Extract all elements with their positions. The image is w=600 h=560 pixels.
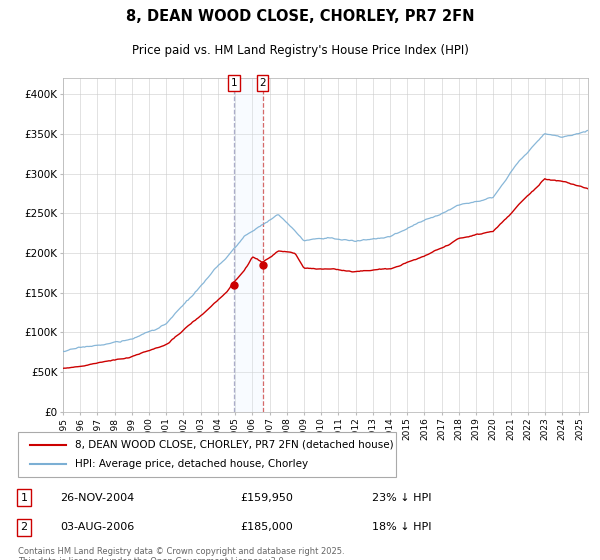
- Text: 8, DEAN WOOD CLOSE, CHORLEY, PR7 2FN (detached house): 8, DEAN WOOD CLOSE, CHORLEY, PR7 2FN (de…: [75, 440, 394, 450]
- Text: 2: 2: [20, 522, 28, 533]
- Text: 2: 2: [259, 78, 266, 88]
- Bar: [234, 78, 262, 412]
- Text: 23% ↓ HPI: 23% ↓ HPI: [372, 493, 431, 503]
- Text: Price paid vs. HM Land Registry's House Price Index (HPI): Price paid vs. HM Land Registry's House …: [131, 44, 469, 57]
- Text: 26-NOV-2004: 26-NOV-2004: [60, 493, 134, 503]
- Text: HPI: Average price, detached house, Chorley: HPI: Average price, detached house, Chor…: [75, 459, 308, 469]
- Text: 1: 1: [20, 493, 28, 503]
- FancyBboxPatch shape: [18, 432, 396, 477]
- Text: Contains HM Land Registry data © Crown copyright and database right 2025.
This d: Contains HM Land Registry data © Crown c…: [18, 547, 344, 560]
- Text: 18% ↓ HPI: 18% ↓ HPI: [372, 522, 431, 533]
- Text: 1: 1: [230, 78, 237, 88]
- Text: 03-AUG-2006: 03-AUG-2006: [60, 522, 134, 533]
- Text: 8, DEAN WOOD CLOSE, CHORLEY, PR7 2FN: 8, DEAN WOOD CLOSE, CHORLEY, PR7 2FN: [126, 9, 474, 24]
- Text: £185,000: £185,000: [240, 522, 293, 533]
- Text: £159,950: £159,950: [240, 493, 293, 503]
